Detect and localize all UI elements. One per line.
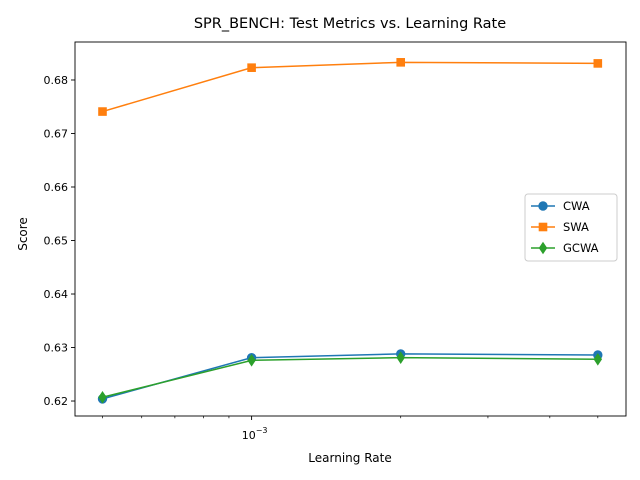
legend-marker-cwa — [538, 201, 548, 211]
y-tick-label: 0.65 — [44, 235, 69, 248]
series-line-gcwa — [102, 356, 598, 398]
y-tick-label: 0.68 — [44, 74, 69, 87]
data-point-swa-0 — [98, 107, 107, 116]
legend-marker-gcwa — [538, 241, 548, 255]
plot-frame — [74, 41, 627, 417]
data-point-gcwa-2 — [396, 351, 405, 364]
legend-label-swa: SWA — [563, 220, 589, 234]
data-point-swa-2 — [396, 58, 406, 67]
y-tick-label: 0.64 — [44, 288, 69, 301]
series-line-swa — [102, 61, 598, 113]
series-line-cwa — [102, 353, 598, 400]
legend-label-cwa: CWA — [563, 199, 590, 213]
chart-title: SPR_BENCH: Test Metrics vs. Learning Rat… — [194, 16, 506, 32]
data-point-swa-1 — [247, 63, 256, 72]
data-point-swa-3 — [593, 59, 603, 68]
y-tick-label: 0.67 — [44, 127, 69, 140]
legend: CWA SWA GCWA — [524, 193, 618, 262]
data-point-gcwa-1 — [247, 354, 256, 367]
y-axis-label: Score — [16, 217, 30, 251]
x-axis-label: Learning Rate — [308, 451, 391, 465]
legend-marker-swa — [538, 222, 548, 232]
data-point-gcwa-0 — [98, 390, 107, 404]
y-tick-label: 0.66 — [44, 181, 69, 194]
x-tick-label: 10−3 — [242, 426, 268, 442]
data-point-gcwa-3 — [593, 352, 603, 366]
y-tick-label: 0.62 — [44, 395, 69, 408]
legend-frame — [524, 193, 618, 262]
y-tick-label: 0.63 — [44, 342, 69, 355]
legend-label-gcwa: GCWA — [563, 241, 599, 255]
